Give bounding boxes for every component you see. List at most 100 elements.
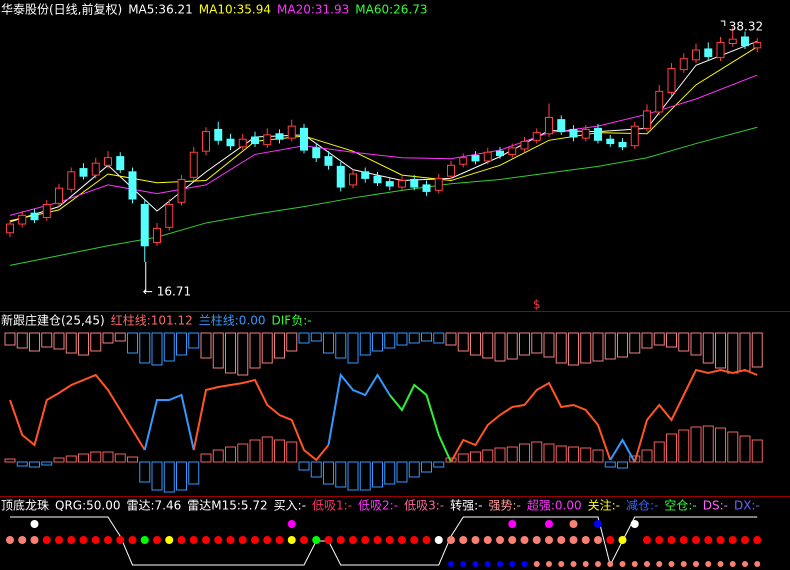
signal-dot — [263, 536, 272, 544]
lower-bar — [494, 447, 506, 463]
lower-bar — [323, 461, 334, 485]
upper-bar — [592, 332, 604, 362]
lower-bar — [641, 449, 653, 463]
header-item: 关注:- — [588, 498, 620, 513]
upper-bar — [702, 332, 714, 364]
lower-bar — [555, 445, 567, 463]
upper-bar — [65, 332, 77, 354]
upper-bar — [641, 332, 653, 349]
candle-body — [704, 48, 713, 58]
signal-dot — [508, 536, 517, 544]
lower-bar — [580, 447, 592, 463]
candle-body — [312, 147, 321, 159]
candle-body — [361, 171, 370, 179]
lower-bar — [739, 435, 751, 463]
signal-dot — [385, 536, 394, 544]
lower-bar — [200, 453, 212, 463]
upper-bar — [274, 332, 285, 359]
candle-body — [91, 162, 100, 176]
lower-bar — [531, 441, 543, 463]
lower-bar — [274, 439, 285, 463]
candle-body — [716, 41, 725, 59]
header-item: 低吸3:- — [404, 499, 444, 513]
signal-dot — [251, 536, 259, 544]
header-item: 顶底龙珠 — [1, 498, 49, 513]
signal-dot — [729, 561, 736, 567]
lower-bar — [225, 446, 236, 463]
lower-bar — [568, 446, 579, 463]
candle-body — [165, 203, 174, 228]
upper-bar — [310, 332, 322, 342]
lower-bar — [237, 443, 249, 463]
upper-bar — [604, 332, 616, 360]
signal-dot — [679, 536, 688, 544]
signal-dot — [582, 561, 589, 567]
signal-dot — [497, 561, 503, 567]
indicator-line — [143, 393, 195, 451]
upper-bar — [359, 332, 371, 356]
upper-bar — [78, 332, 89, 356]
candle-body — [667, 68, 676, 93]
signal-dot — [202, 536, 210, 544]
signal-dot — [545, 536, 553, 544]
candle-body — [116, 156, 125, 171]
lower-bar — [690, 426, 702, 463]
indicator-line — [609, 438, 636, 463]
signal-dot — [619, 561, 626, 567]
signal-dot — [91, 536, 100, 544]
candle-body — [30, 212, 39, 221]
candle-body — [692, 49, 700, 61]
indicator-line — [327, 372, 391, 446]
lower-bar — [678, 429, 690, 463]
upper-bar — [482, 332, 494, 359]
signal-dot — [545, 520, 553, 528]
header-item: 减仓:- — [626, 499, 658, 513]
signal-dot — [484, 561, 491, 567]
signal-dot — [570, 561, 577, 567]
lower-bar — [396, 461, 408, 483]
header-item: MA10:35.94 — [199, 3, 271, 17]
candle-body — [251, 136, 259, 145]
candle-body — [753, 41, 762, 49]
signal-dot — [30, 536, 39, 544]
signal-dot — [557, 536, 566, 544]
upper-bar — [102, 332, 114, 344]
signal-dot — [594, 520, 602, 528]
signal-dot — [18, 536, 27, 544]
signal-dot — [704, 536, 713, 544]
upper-bar — [506, 332, 518, 360]
signal-dot — [680, 561, 687, 567]
upper-bar — [690, 332, 702, 356]
lower-bar — [751, 439, 763, 463]
signal-dot — [717, 561, 724, 567]
upper-bar — [347, 332, 359, 364]
candle-body — [594, 127, 602, 141]
lower-bar — [53, 457, 65, 463]
upper-bar — [568, 332, 579, 366]
signal-dot — [312, 536, 321, 544]
header-item: 买入:- — [274, 499, 306, 513]
signal-dot — [753, 536, 762, 544]
upper-bar — [617, 332, 628, 358]
header-item: 转强:- — [450, 498, 482, 513]
upper-bar — [176, 332, 187, 356]
candle-body — [79, 168, 88, 177]
candle-body — [104, 157, 112, 166]
upper-bar — [580, 332, 592, 364]
signal-dot — [165, 536, 174, 544]
signal-dot — [643, 536, 651, 544]
lower-bar — [666, 433, 677, 463]
upper-bar — [372, 332, 383, 352]
lower-bar — [519, 443, 530, 463]
candle-body — [630, 125, 639, 147]
lower-bar — [617, 461, 628, 469]
upper-bar — [519, 332, 530, 356]
lower-bar — [372, 461, 383, 488]
lower-bar — [29, 461, 40, 468]
lower-bar — [41, 461, 53, 466]
candle-body — [202, 131, 210, 152]
lower-bar — [249, 439, 261, 463]
candle-body — [42, 203, 51, 219]
lower-bar — [506, 446, 518, 463]
lower-bar — [163, 461, 175, 493]
